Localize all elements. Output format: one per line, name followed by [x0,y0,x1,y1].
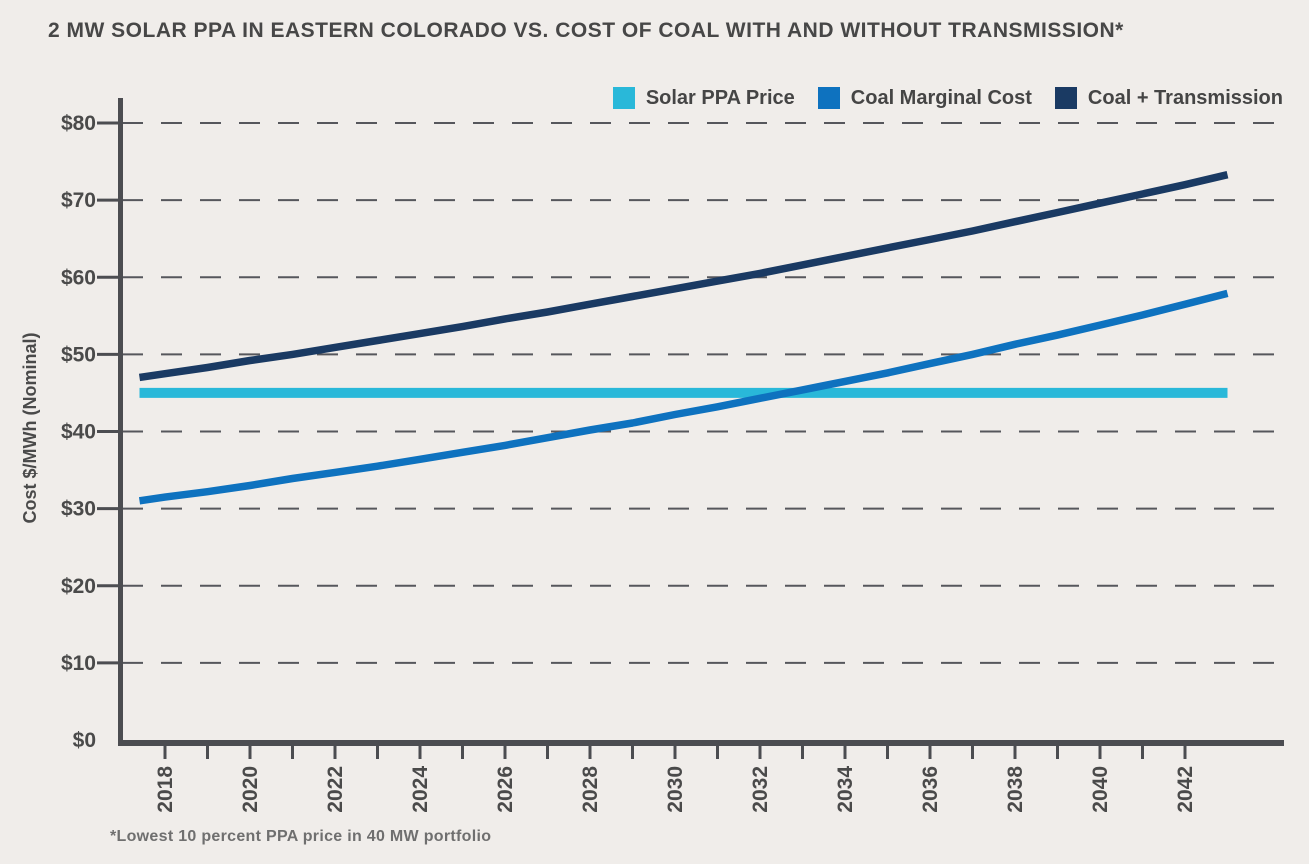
x-tick-label: 2018 [154,766,177,813]
x-tick-label: 2036 [919,766,942,813]
solar-ppa-swatch [612,87,635,109]
x-tick-label: 2038 [1004,766,1027,813]
y-tick-label: $0 [73,729,96,752]
x-tick-label: 2028 [579,766,602,813]
x-tick-label: 2022 [324,766,347,813]
legend-label: Coal Marginal Cost [850,86,1032,109]
legend-label: Coal + Transmission [1087,86,1283,109]
x-tick-label: 2042 [1174,766,1197,813]
y-tick-label: $20 [61,575,96,598]
y-tick-label: $80 [61,112,96,135]
x-tick-label: 2020 [239,766,262,813]
y-tick-label: $30 [61,498,96,521]
legend-item-coal-marginal-cost: Coal Marginal Cost [817,86,1032,110]
legend-item-solar-ppa-price: Solar PPA Price [612,86,795,110]
series-line-coal-marginal-cost [138,289,1229,505]
y-axis-title: Cost $/MWh (Nominal) [20,333,40,524]
coal-marginal-swatch [817,87,840,109]
x-tick-label: 2040 [1089,766,1112,813]
series-line-coal-transmission [138,171,1229,382]
legend-label: Solar PPA Price [645,86,795,109]
x-tick-label: 2034 [834,766,857,813]
x-tick-label: 2030 [664,766,687,813]
chart-footnote: *Lowest 10 percent PPA price in 40 MW po… [110,828,492,845]
x-tick-label: 2024 [409,766,432,813]
y-tick-label: $60 [61,266,96,289]
legend: Solar PPA Price Coal Marginal Cost Coal … [612,85,1283,111]
chart-title: 2 MW SOLAR PPA IN EASTERN COLORADO VS. C… [48,19,1124,42]
y-tick-label: $40 [61,421,96,444]
x-tick-label: 2026 [494,766,517,813]
x-tick-label: 2032 [749,766,772,813]
y-tick-label: $70 [61,189,96,212]
legend-item-coal-transmission: Coal + Transmission [1054,86,1283,110]
y-tick-label: $10 [61,652,96,675]
y-tick-label: $50 [61,343,96,366]
coal-transmission-swatch [1054,87,1077,109]
